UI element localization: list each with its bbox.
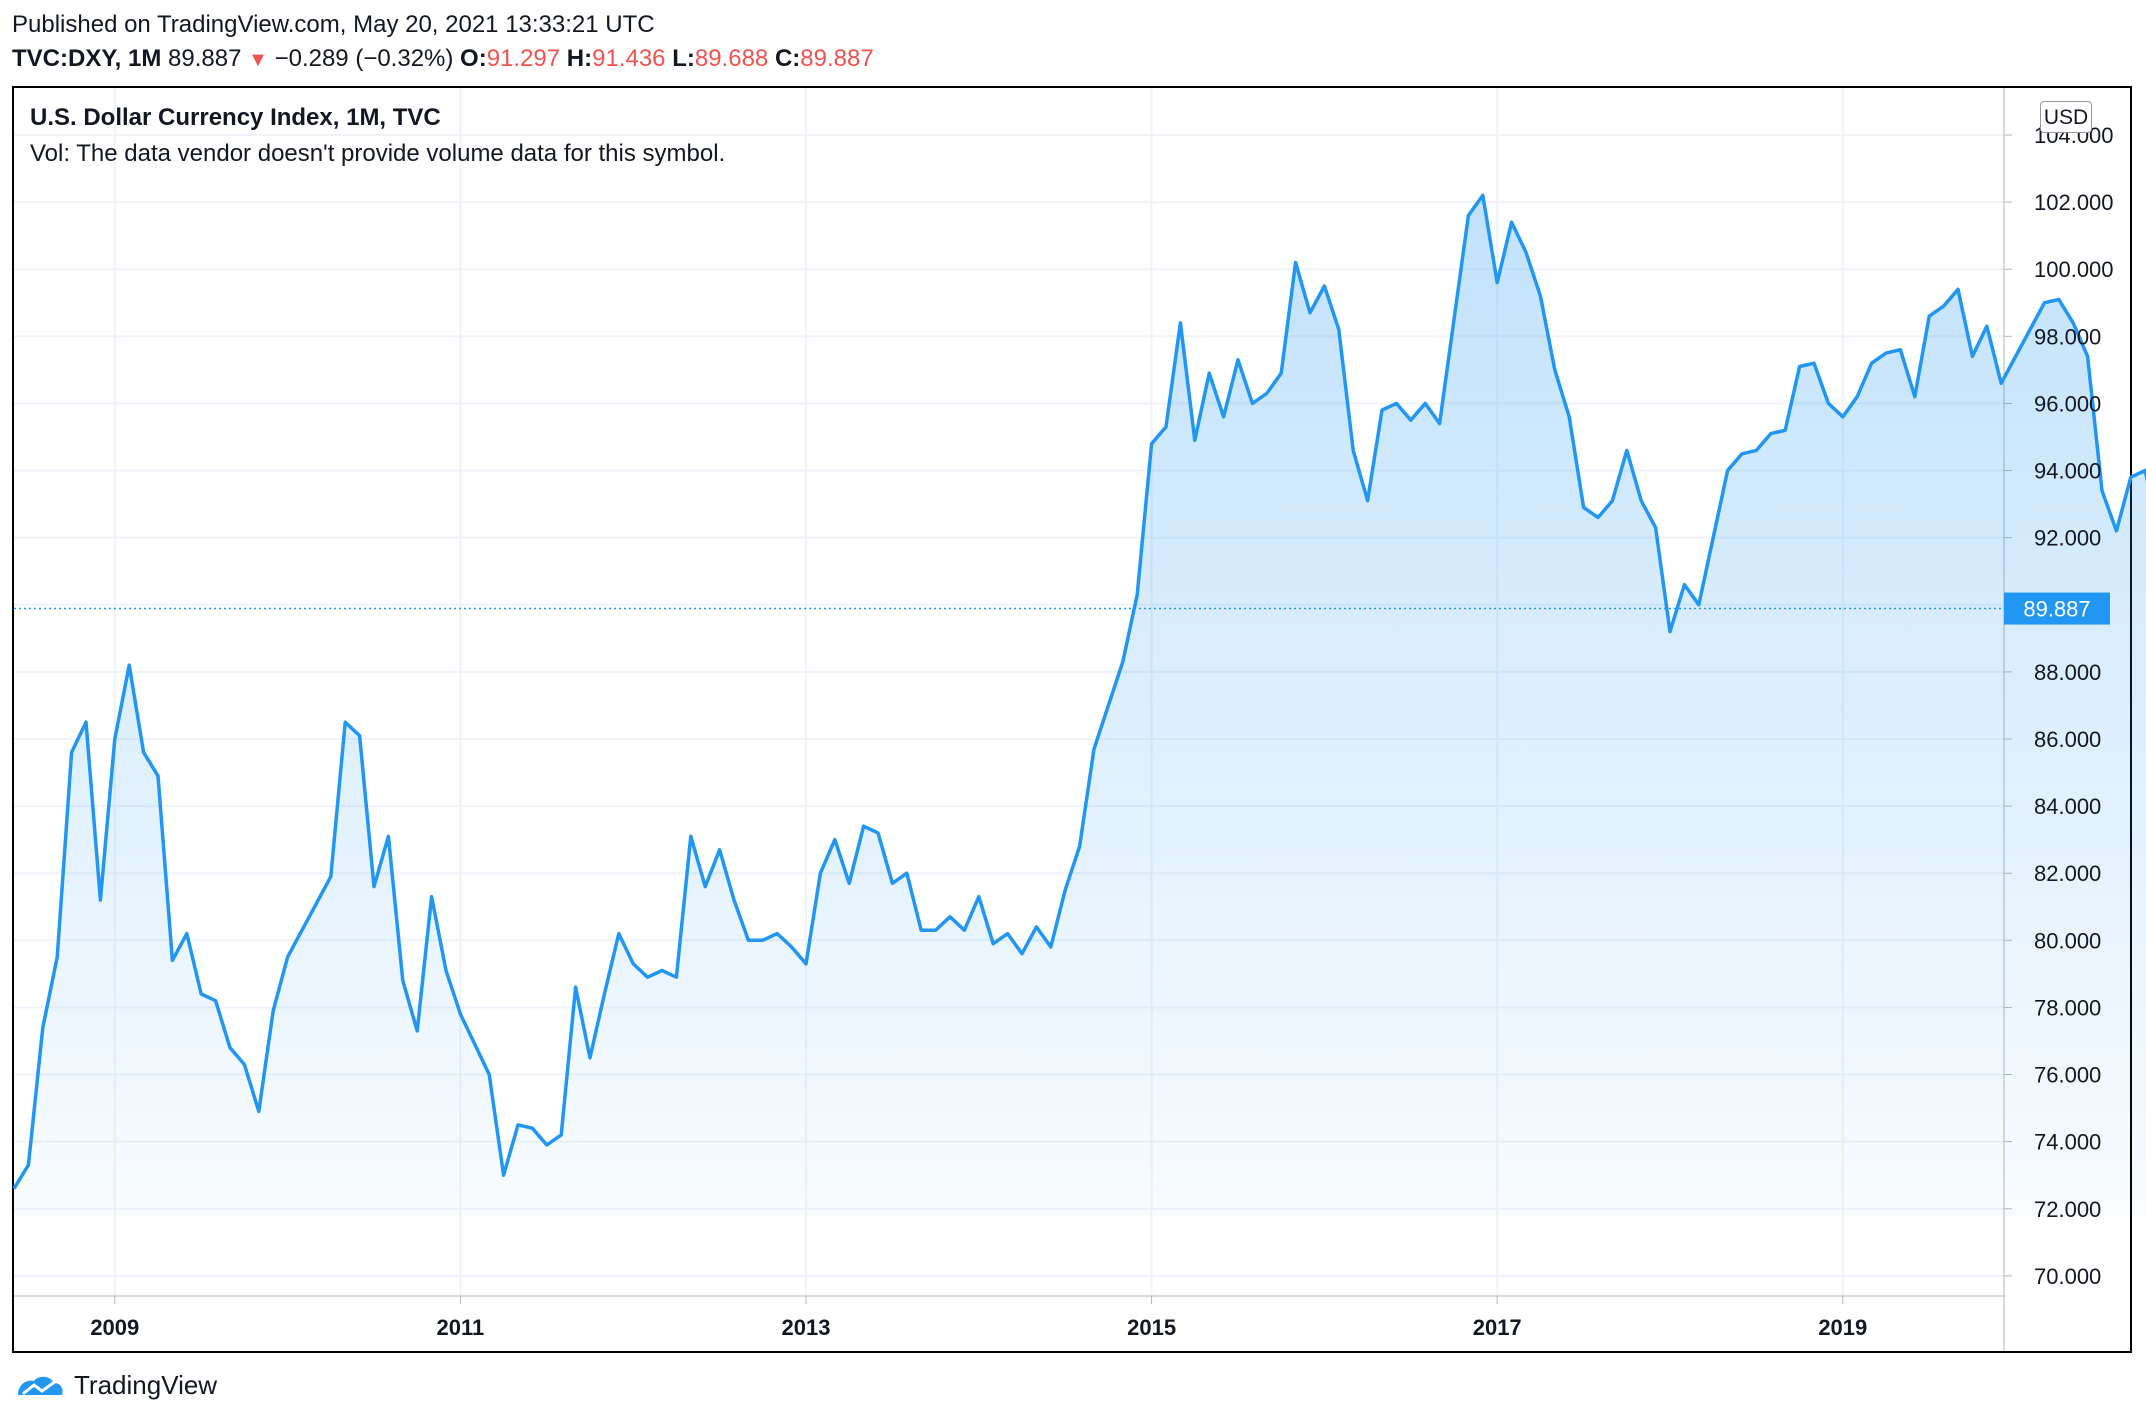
x-tick-label: 2015 — [1127, 1315, 1176, 1340]
y-tick-label: 86.000 — [2034, 727, 2101, 752]
open-value: 91.297 — [486, 45, 561, 72]
y-tick-label: 74.000 — [2034, 1130, 2101, 1155]
volume-note: Vol: The data vendor doesn't provide vol… — [30, 140, 726, 167]
close-value: 89.887 — [800, 45, 874, 72]
x-tick-label: 2011 — [437, 1315, 485, 1340]
currency-badge[interactable]: USD — [2040, 101, 2092, 133]
series-layer — [12, 193, 2146, 1216]
y-tick-label: 76.000 — [2034, 1063, 2101, 1088]
low-label: L: — [672, 45, 695, 72]
down-arrow-icon: ▼ — [248, 49, 268, 71]
series-line[interactable] — [12, 193, 2146, 1190]
quote-line: TVC:DXY, 1M 89.887 ▼ −0.289 (−0.32%) O:9… — [12, 42, 874, 77]
axis-labels: 70.000 72.000 74.000 76.000 78.000 80.000 82.0… — [90, 123, 2114, 1340]
x-tick-label: 2009 — [90, 1315, 139, 1340]
x-tick-label: 2019 — [1818, 1315, 1867, 1340]
x-tick-label: 2017 — [1473, 1315, 1522, 1340]
y-tick-label: 84.000 — [2034, 794, 2101, 819]
y-tick-label: 78.000 — [2034, 995, 2101, 1020]
symbol-label[interactable]: TVC:DXY, 1M — [12, 45, 162, 72]
chart-title: U.S. Dollar Currency Index, 1M, TVC — [30, 104, 441, 131]
y-tick-label: 96.000 — [2034, 391, 2101, 416]
y-tick-label: 72.000 — [2034, 1197, 2101, 1222]
high-label: H: — [566, 45, 593, 72]
y-tick-label: 94.000 — [2034, 459, 2101, 484]
y-tick-label: 82.000 — [2034, 861, 2101, 886]
y-tick-label: 100.000 — [2034, 257, 2114, 282]
series-area — [14, 195, 2146, 1216]
open-label: O: — [460, 45, 487, 72]
close-label: C: — [774, 45, 801, 72]
header: Published on TradingView.com, May 20, 20… — [12, 8, 874, 77]
footer-brand[interactable]: TradingView — [14, 1370, 217, 1401]
tradingview-logo-icon — [18, 1376, 63, 1395]
published-note: Published on TradingView.com, May 20, 20… — [12, 11, 655, 38]
y-tick-label: 80.000 — [2034, 928, 2101, 953]
y-tick-label: 102.000 — [2034, 190, 2114, 215]
last-price: 89.887 — [168, 45, 242, 72]
price-change: −0.289 (−0.32%) — [274, 45, 454, 72]
last-price-badge — [2004, 592, 2110, 625]
last-price-label: 89.887 — [2023, 597, 2090, 622]
low-value: 89.688 — [694, 45, 769, 72]
y-tick-label: 98.000 — [2034, 324, 2101, 349]
brand-name: TradingView — [74, 1370, 218, 1400]
high-value: 91.436 — [592, 45, 666, 72]
x-tick-label: 2013 — [782, 1315, 831, 1340]
y-tick-label: 92.000 — [2034, 526, 2101, 551]
y-tick-label: 70.000 — [2034, 1264, 2101, 1289]
y-tick-label: 88.000 — [2034, 660, 2101, 685]
